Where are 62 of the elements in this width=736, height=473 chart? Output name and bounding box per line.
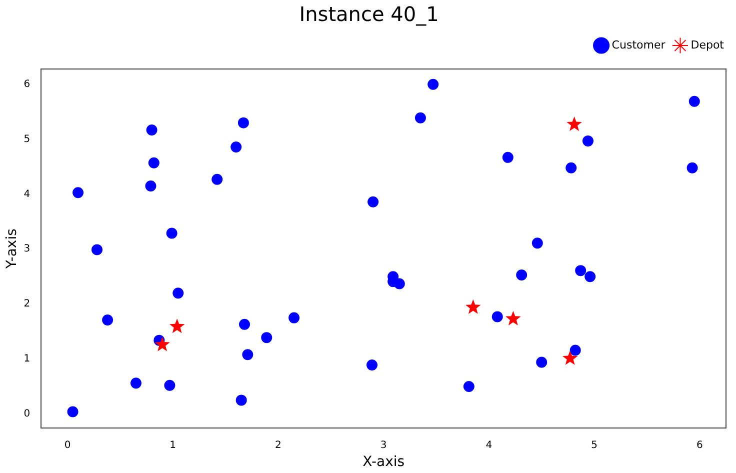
point — [166, 228, 178, 239]
point — [566, 162, 577, 174]
y-tick-label: 5 — [24, 134, 30, 145]
point — [92, 244, 103, 256]
point — [146, 124, 158, 136]
x-tick-label: 4 — [486, 440, 492, 451]
point — [394, 278, 405, 290]
legend-label: Depot — [690, 38, 725, 52]
point — [516, 269, 528, 280]
point — [288, 312, 300, 324]
point — [164, 380, 176, 391]
point — [230, 141, 242, 152]
y-tick-label: 2 — [24, 298, 30, 310]
point — [562, 350, 578, 365]
point — [72, 187, 84, 198]
point — [492, 311, 503, 322]
point — [688, 96, 700, 107]
point — [169, 318, 185, 334]
point — [582, 135, 594, 146]
point — [172, 288, 184, 299]
point — [575, 265, 586, 276]
point — [154, 336, 170, 352]
chart-title: Instance 40_1 — [299, 2, 439, 26]
y-tick-label: 1 — [24, 354, 30, 365]
y-tick-label: 6 — [24, 78, 30, 90]
x-tick-label: 6 — [696, 440, 703, 451]
legend-label: Customer — [612, 38, 666, 52]
point — [536, 356, 548, 368]
x-tick-label: 1 — [170, 440, 176, 451]
point — [463, 380, 474, 392]
x-tick-label: 3 — [380, 440, 387, 451]
point — [506, 310, 521, 326]
point — [428, 78, 439, 90]
x-tick-label: 2 — [275, 440, 282, 451]
point — [414, 112, 426, 124]
point — [236, 394, 247, 406]
point — [130, 378, 142, 389]
point — [67, 406, 78, 418]
point — [502, 152, 514, 163]
point — [261, 332, 272, 344]
point — [148, 157, 160, 168]
point — [532, 238, 543, 249]
point — [566, 116, 582, 131]
y-tick-label: 3 — [24, 244, 30, 255]
y-axis-title: Y-axis — [4, 228, 20, 270]
point — [242, 349, 254, 360]
point — [102, 314, 114, 326]
point — [366, 360, 378, 371]
point — [584, 271, 596, 282]
point — [239, 318, 250, 330]
point — [686, 162, 698, 174]
point — [238, 117, 249, 128]
point — [466, 299, 481, 314]
point — [212, 174, 223, 185]
point — [368, 196, 379, 208]
y-tick-label: 0 — [24, 408, 30, 420]
x-tick-label: 0 — [64, 440, 71, 451]
x-tick-label: 5 — [591, 440, 598, 451]
point — [570, 344, 581, 356]
y-tick-label: 4 — [24, 188, 30, 200]
x-axis-title: X-axis — [362, 454, 405, 470]
point — [145, 180, 156, 192]
